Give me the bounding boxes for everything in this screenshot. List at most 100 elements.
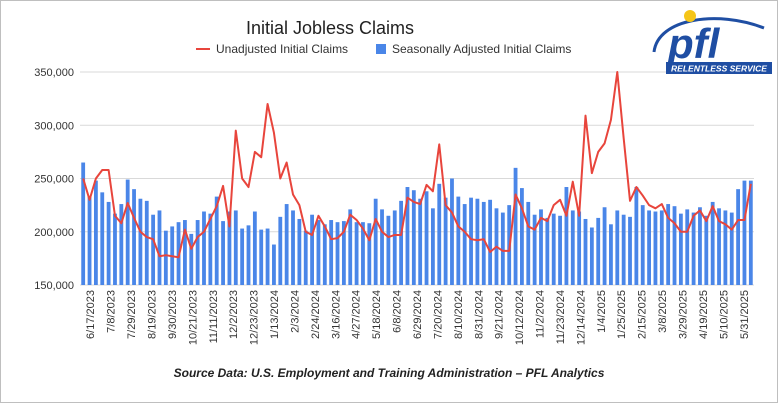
bar-seasonally-adjusted [564, 187, 569, 285]
x-tick-label: 2/15/2025 [637, 290, 649, 339]
bar-seasonally-adjusted [151, 214, 156, 285]
bar-seasonally-adjusted [450, 178, 454, 285]
bar-seasonally-adjusted [272, 244, 276, 285]
bar-seasonally-adjusted [481, 201, 486, 285]
bar-seasonally-adjusted [411, 190, 416, 285]
bar-seasonally-adjusted [469, 197, 473, 285]
bar-seasonally-adjusted [380, 209, 384, 285]
bar-seasonally-adjusted [615, 210, 620, 285]
x-tick-label: 11/23/2024 [555, 290, 567, 344]
x-tick-label: 7/29/2023 [126, 290, 138, 339]
bar-seasonally-adjusted [361, 222, 365, 285]
bar-seasonally-adjusted [291, 210, 295, 285]
x-tick-label: 5/10/2025 [718, 290, 730, 339]
x-tick-label: 4/19/2025 [698, 290, 710, 339]
bar-seasonally-adjusted [558, 215, 562, 285]
bar-seasonally-adjusted [430, 208, 435, 285]
bar-seasonally-adjusted [742, 180, 747, 285]
bar-seasonally-adjusted [634, 187, 639, 285]
bar-seasonally-adjusted [106, 201, 111, 285]
bar-seasonally-adjusted [405, 187, 410, 285]
bar-seasonally-adjusted [208, 213, 213, 285]
x-tick-label: 11/2/2024 [535, 290, 547, 338]
x-tick-label: 1/4/2025 [596, 290, 608, 333]
bar-seasonally-adjusted [113, 213, 117, 285]
bar-seasonally-adjusted [310, 214, 314, 285]
bar-seasonally-adjusted [736, 189, 741, 285]
legend-label-unadjusted: Unadjusted Initial Claims [216, 42, 349, 56]
bar-seasonally-adjusted [717, 208, 721, 285]
x-tick-label: 10/21/2023 [187, 290, 199, 345]
logo-sun-dot [684, 10, 696, 22]
bar-seasonally-adjusted [284, 204, 289, 285]
legend-item-seasonally-adjusted: Seasonally Adjusted Initial Claims [376, 42, 571, 56]
bar-seasonally-adjusted [456, 196, 461, 285]
bar-seasonally-adjusted [500, 212, 505, 285]
bar-seasonally-adjusted [666, 204, 671, 285]
x-tick-label: 10/12/2024 [514, 290, 526, 345]
bar-seasonally-adjusted [399, 200, 404, 285]
bar-seasonally-adjusted [488, 199, 493, 285]
bar-seasonally-adjusted [119, 204, 124, 285]
bar-seasonally-adjusted [278, 216, 283, 285]
legend-item-unadjusted: Unadjusted Initial Claims [196, 42, 348, 56]
bar-seasonally-adjusted [233, 210, 238, 285]
bar-seasonally-adjusted [240, 228, 245, 285]
bar-seasonally-adjusted [100, 192, 105, 285]
bar-seasonally-adjusted [81, 162, 86, 285]
x-tick-label: 2/24/2024 [310, 290, 322, 339]
x-tick-label: 6/29/2024 [412, 290, 424, 339]
source-note: Source Data: U.S. Employment and Trainin… [173, 366, 605, 380]
bar-seasonally-adjusted [437, 183, 442, 285]
bar-seasonally-adjusted [214, 196, 219, 285]
bar-seasonally-adjusted [125, 179, 130, 285]
bar-seasonally-adjusted [551, 213, 556, 285]
legend-label-seasonally-adjusted: Seasonally Adjusted Initial Claims [392, 42, 572, 56]
y-tick-label: 150,000 [34, 280, 74, 292]
bar-seasonally-adjusted [144, 200, 149, 285]
bar-seasonally-adjusted [589, 227, 594, 285]
bar-seasonally-adjusted [354, 222, 359, 285]
x-tick-label: 8/10/2024 [453, 290, 465, 339]
y-tick-label: 300,000 [34, 120, 74, 132]
bar-seasonally-adjusted [647, 210, 651, 285]
bar-seasonally-adjusted [691, 212, 696, 285]
bar-seasonally-adjusted [195, 220, 200, 285]
bar-seasonally-adjusted [303, 230, 308, 285]
bar-seasonally-adjusted [520, 188, 524, 285]
x-tick-label: 7/8/2023 [106, 290, 118, 333]
bar-seasonally-adjusted [418, 198, 423, 285]
x-tick-label: 9/21/2024 [494, 290, 506, 339]
bar-seasonally-adjusted [424, 191, 429, 285]
bar-seasonally-adjusted [443, 197, 448, 285]
bar-seasonally-adjusted [653, 211, 658, 285]
bar-seasonally-adjusted [628, 216, 632, 285]
x-tick-label: 1/13/2024 [269, 290, 281, 339]
bar-seasonally-adjusted [183, 220, 187, 285]
bar-seasonally-adjusted [640, 205, 645, 285]
bar-seasonally-adjusted [710, 201, 715, 285]
bar-seasonally-adjusted [532, 214, 537, 285]
x-tick-label: 6/8/2024 [392, 290, 404, 333]
x-tick-label: 5/18/2024 [371, 290, 383, 339]
bar-seasonally-adjusted [341, 221, 346, 285]
x-tick-label: 3/16/2024 [330, 290, 342, 339]
legend: Unadjusted Initial Claims Seasonally Adj… [196, 42, 616, 62]
bar-seasonally-adjusted [539, 209, 543, 285]
x-tick-label: 12/14/2024 [575, 290, 587, 345]
x-tick-label: 4/27/2024 [351, 290, 363, 339]
bar-seasonally-adjusted [87, 196, 92, 285]
bar-seasonally-adjusted [678, 213, 683, 285]
bar-seasonally-adjusted [202, 211, 206, 285]
x-tick-label: 8/31/2024 [473, 290, 485, 339]
bar-seasonally-adjusted [596, 217, 601, 285]
bar-seasonally-adjusted [386, 215, 391, 285]
bar-seasonally-adjusted [322, 224, 327, 285]
x-tick-label: 7/20/2024 [432, 290, 444, 339]
bar-seasonally-adjusted [259, 229, 264, 285]
bar-seasonally-adjusted [335, 222, 340, 285]
bar-seasonally-adjusted [297, 218, 302, 285]
x-tick-label: 5/31/2025 [739, 290, 751, 339]
